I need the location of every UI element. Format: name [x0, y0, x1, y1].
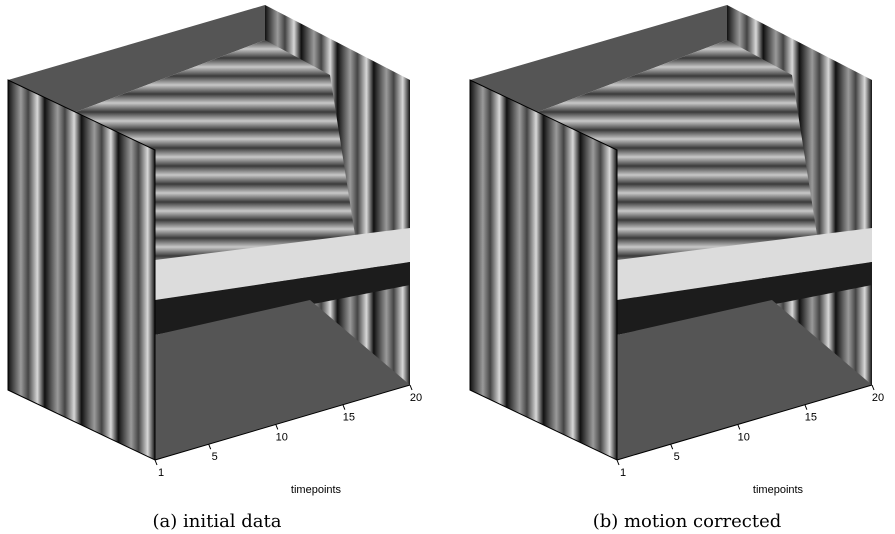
- caption: (a) initial data: [152, 511, 281, 532]
- x-tick-label: 1: [158, 467, 164, 479]
- x-tick-label: 15: [805, 412, 817, 424]
- x-tick: [738, 424, 740, 429]
- axis-label: timepoints: [753, 484, 804, 496]
- volume-right: [470, 5, 872, 460]
- x-tick: [343, 405, 345, 410]
- x-tick-label: 5: [212, 451, 218, 463]
- caption: (b) motion corrected: [593, 511, 782, 532]
- x-tick: [155, 460, 157, 465]
- x-tick: [410, 385, 412, 390]
- x-tick: [671, 444, 673, 449]
- x-tick-label: 15: [343, 412, 355, 424]
- x-tick-label: 10: [738, 431, 750, 443]
- x-tick: [276, 424, 278, 429]
- x-tick-label: 10: [276, 431, 288, 443]
- x-tick-label: 5: [674, 451, 680, 463]
- x-tick: [872, 385, 874, 390]
- figure: 15101520timepoints(a) initial data151015…: [0, 0, 895, 534]
- x-tick: [805, 405, 807, 410]
- axis-label: timepoints: [291, 484, 342, 496]
- x-tick: [209, 444, 211, 449]
- x-tick-label: 20: [410, 392, 422, 404]
- volume-left: [8, 5, 410, 460]
- x-tick: [617, 460, 619, 465]
- x-tick-label: 1: [620, 467, 626, 479]
- x-tick-label: 20: [872, 392, 884, 404]
